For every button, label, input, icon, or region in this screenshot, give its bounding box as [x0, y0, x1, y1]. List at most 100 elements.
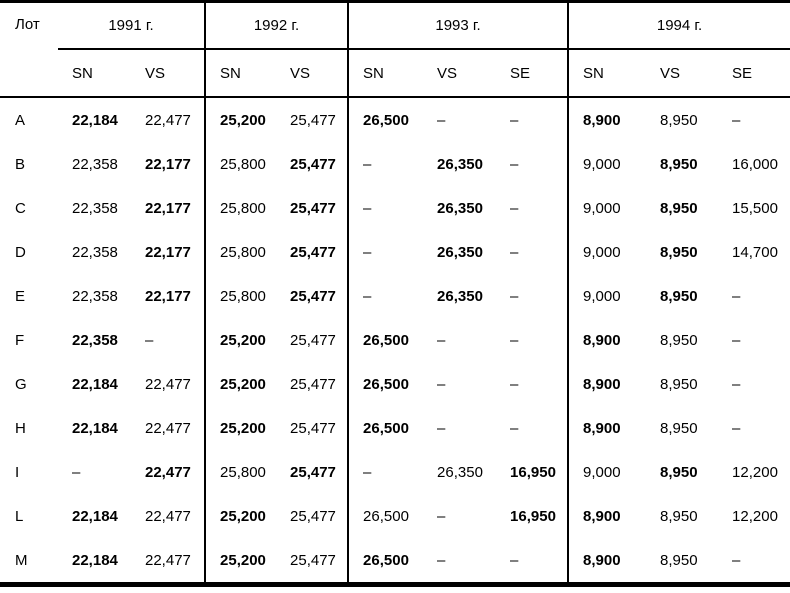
table-cell: 22,358: [72, 287, 118, 305]
table-cell: –: [347, 230, 424, 274]
table-cell: –: [437, 111, 446, 129]
column-header-lot: Лот: [0, 1, 58, 98]
table-cell: 8,900: [567, 494, 647, 538]
subcolumn-header-sn-4: SN: [567, 49, 647, 98]
table-cell: 8,950: [660, 375, 698, 393]
table-cell: 22,477: [145, 375, 191, 393]
table-cell: 25,200: [204, 538, 277, 585]
table-cell: –: [347, 186, 424, 230]
year-header-1: 1991 г.: [58, 1, 206, 50]
subcolumn-header-se-4: SE: [718, 49, 790, 98]
table-cell: –: [72, 463, 81, 481]
table-cell: 25,800: [204, 274, 277, 318]
table-cell: –: [732, 419, 741, 437]
table-cell: 8,900: [567, 538, 647, 585]
table-cell: 22,184: [72, 551, 118, 569]
subcolumn-header-vs-2: VS: [276, 49, 349, 98]
table-cell: 16,950: [510, 507, 556, 525]
table-cell: 22,184: [72, 375, 118, 393]
table-cell: 8,950: [660, 199, 698, 217]
table-cell: 8,950: [660, 463, 698, 481]
subcolumn-header-sn-1: SN: [58, 49, 131, 98]
table-cell: 22,477: [145, 111, 191, 129]
table-cell: 22,358: [72, 199, 118, 217]
table-cell: 8,950: [660, 111, 698, 129]
table-cell: 25,477: [290, 199, 336, 217]
table-cell: –: [510, 199, 519, 217]
table-cell: –: [732, 551, 741, 569]
lot-cell: M: [15, 551, 28, 569]
table-row: G 22,184 22,477 25,200 25,477 26,500– –8,900 8,…: [0, 362, 790, 406]
table-cell: –: [437, 507, 446, 525]
lot-cell: B: [15, 155, 26, 173]
table-cell: –: [510, 551, 519, 569]
table-cell: 8,900: [567, 406, 647, 450]
table-cell: 25,477: [290, 287, 336, 305]
table-cell: 9,000: [567, 186, 647, 230]
table-cell: 8,950: [660, 287, 698, 305]
table-cell: –: [437, 331, 446, 349]
table-cell: 8,950: [660, 155, 698, 173]
table-cell: 25,200: [204, 406, 277, 450]
table-cell: 26,500: [347, 362, 424, 406]
table-cell: 25,477: [290, 111, 336, 129]
year-header-3: 1993 г.: [347, 1, 569, 50]
table-cell: –: [347, 274, 424, 318]
lot-cell: I: [15, 463, 20, 481]
table-cell: 8,950: [660, 507, 698, 525]
table-cell: 25,477: [290, 155, 336, 173]
table-cell: 26,350: [437, 199, 483, 217]
lot-cell: L: [15, 507, 24, 525]
subcolumn-header-row: SN VS SN VS SN VS SE SN VS SE: [0, 49, 790, 98]
year-header-2: 1992 г.: [204, 1, 349, 50]
lot-cell: G: [15, 375, 27, 393]
table-row: M 22,184 22,477 25,200 25,477 26,500– –8,900 8,…: [0, 538, 790, 585]
subcolumn-header-sn-2: SN: [204, 49, 277, 98]
table-cell: 22,477: [145, 419, 191, 437]
table-cell: 22,177: [145, 243, 191, 261]
subcolumn-header-vs-3: VS: [423, 49, 497, 98]
table-row: F 22,358–25,200 25,477 26,500– –8,900 8,950–: [0, 318, 790, 362]
table-row: B 22,358 22,177 25,800 25,477–26,350–9,000 8,…: [0, 142, 790, 186]
table-cell: –: [510, 287, 519, 305]
table-row: A 22,184 22,477 25,200 25,477 26,500– –8,900 8,…: [0, 97, 790, 142]
table-cell: 9,000: [567, 450, 647, 494]
table-cell: 25,477: [290, 551, 336, 569]
table-cell: 22,477: [145, 507, 191, 525]
table-cell: 26,500: [347, 494, 424, 538]
table-cell: 25,477: [290, 463, 336, 481]
table-cell: 22,358: [72, 243, 118, 261]
table-cell: 25,200: [204, 494, 277, 538]
table-cell: 9,000: [567, 230, 647, 274]
lot-cell: F: [15, 331, 25, 349]
table-cell: 22,184: [72, 507, 118, 525]
table-cell: 12,200: [732, 507, 778, 525]
year-header-row: Лот 1991 г. 1992 г. 1993 г. 1994 г.: [0, 1, 790, 98]
table-cell: 22,477: [145, 551, 191, 569]
lot-cell: H: [15, 419, 26, 437]
table-row: I –22,477 25,800 25,477–26,350 16,950 9,000 8,…: [0, 450, 790, 494]
subcolumn-header-vs-1: VS: [131, 49, 206, 98]
table-cell: 26,500: [347, 97, 424, 142]
table-cell: 9,000: [567, 274, 647, 318]
table-cell: –: [732, 331, 741, 349]
table-cell: –: [510, 375, 519, 393]
table-cell: 22,184: [72, 111, 118, 129]
table-row: L 22,184 22,477 25,200 25,477 26,500– 16,950 8,…: [0, 494, 790, 538]
subcolumn-header-sn-3: SN: [347, 49, 424, 98]
table-cell: 25,800: [204, 230, 277, 274]
table-cell: 8,950: [660, 331, 698, 349]
table-body: A 22,184 22,477 25,200 25,477 26,500– –8,900 8,…: [0, 97, 790, 585]
table-cell: –: [510, 111, 519, 129]
year-header-4: 1994 г.: [567, 1, 790, 50]
table-cell: 25,800: [204, 142, 277, 186]
table-cell: –: [437, 375, 446, 393]
table-cell: –: [347, 142, 424, 186]
table-cell: –: [347, 450, 424, 494]
table-cell: 25,800: [204, 186, 277, 230]
table-row: H 22,184 22,477 25,200 25,477 26,500– –8,900 8,…: [0, 406, 790, 450]
table-cell: 26,500: [347, 406, 424, 450]
table-cell: 25,477: [290, 331, 336, 349]
table-cell: 9,000: [567, 142, 647, 186]
